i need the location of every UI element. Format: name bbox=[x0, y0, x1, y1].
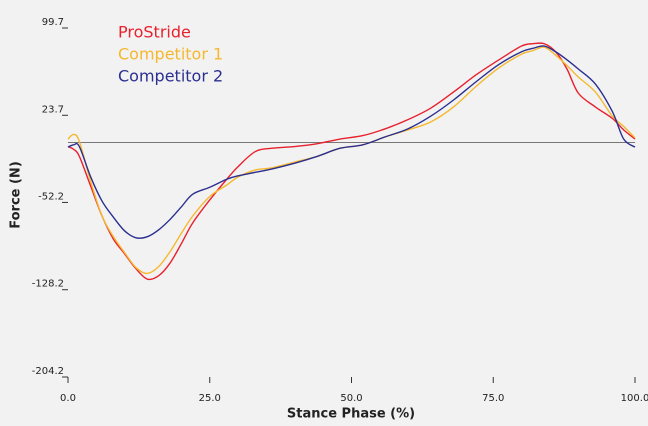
y-tick-label: 99.7 bbox=[42, 17, 64, 28]
x-tick-label: 25.0 bbox=[199, 393, 221, 404]
legend-entry: Competitor 1 bbox=[118, 45, 223, 64]
x-tick-label: 75.0 bbox=[482, 393, 504, 404]
series-line bbox=[67, 45, 636, 239]
legend-entry: Competitor 2 bbox=[118, 67, 223, 86]
y-tick-label: -204.2 bbox=[32, 366, 64, 377]
y-tick-label: -52.2 bbox=[38, 191, 64, 202]
y-tick-label: -128.2 bbox=[32, 279, 64, 290]
x-tick-label: 50.0 bbox=[340, 393, 362, 404]
x-tick-label: 0.0 bbox=[60, 393, 76, 404]
y-axis-title: Force (N) bbox=[9, 161, 24, 229]
x-axis-title: Stance Phase (%) bbox=[287, 407, 415, 422]
legend-entry: ProStride bbox=[118, 23, 191, 42]
x-tick-label: 100.0 bbox=[621, 393, 648, 404]
y-tick-label: 23.7 bbox=[42, 104, 64, 115]
